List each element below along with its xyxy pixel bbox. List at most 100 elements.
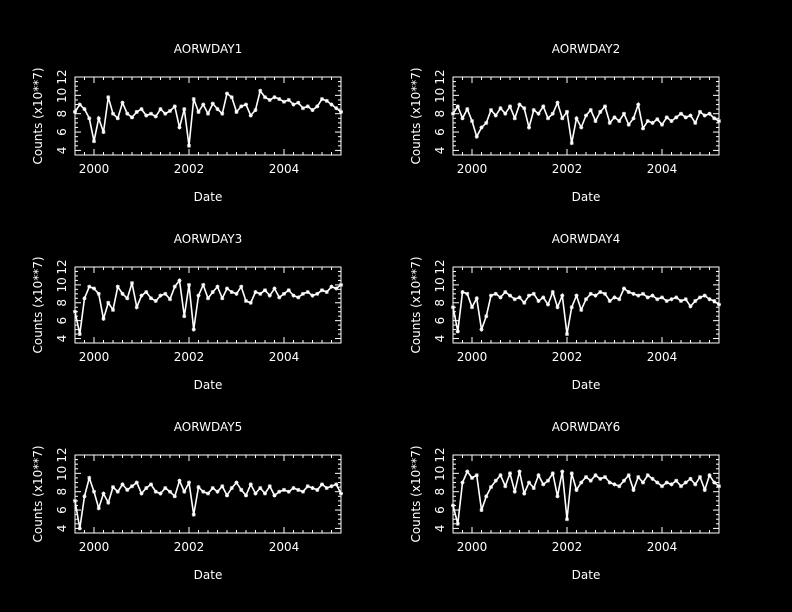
data-point [144,113,149,118]
data-point [310,486,315,491]
data-point [536,298,541,303]
data-point [598,476,603,481]
data-point [130,115,134,120]
data-point [339,109,343,114]
data-point [617,484,622,489]
data-point [698,295,702,300]
y-tick-label: 4 [55,335,69,343]
data-point [645,473,650,478]
data-point [574,116,579,121]
data-point [263,491,267,496]
data-point [579,307,584,312]
data-point [206,491,210,496]
data-point [508,293,512,298]
y-tick-label: 4 [433,147,447,155]
data-point [579,125,584,130]
data-point [234,291,239,296]
data-point [334,106,339,111]
data-point [82,494,87,499]
data-point [106,300,111,305]
x-tick-label: 2004 [647,540,678,554]
data-point [550,111,555,116]
data-point [215,284,220,289]
data-point [702,113,707,118]
data-point [712,480,717,485]
data-point [248,113,253,118]
data-point [277,97,282,102]
y-tick-label: 10 [55,88,69,103]
data-point [688,304,693,309]
data-point [588,108,593,113]
data-point [593,473,598,478]
data-point [115,116,120,121]
data-point [645,295,650,300]
y-tick-label: 10 [433,88,447,103]
data-point [536,111,541,116]
data-point [655,480,660,485]
y-tick-label: 6 [433,128,447,136]
data-point [258,486,263,491]
data-point [234,109,239,114]
x-tick-label: 2002 [552,350,583,364]
data-point [134,305,139,310]
chart-title: AORWDAY2 [552,42,620,56]
data-point [465,107,470,112]
data-point [220,296,225,301]
data-point [455,329,460,334]
data-point [451,111,455,116]
data-point [560,469,565,474]
data-point [660,122,664,127]
x-tick-label: 2002 [174,540,205,554]
data-point [315,291,320,296]
x-axis-label: Date [572,190,601,204]
data-point [120,100,125,105]
data-point [603,104,607,109]
data-point [565,109,569,114]
y-tick-label: 8 [55,299,69,307]
data-point [603,475,607,480]
series-line [452,100,720,144]
data-point [717,119,721,124]
panel-4: AORWDAY4 Date Counts (x10**7) 2000 2002 2004 4… [409,232,721,392]
data-point [258,88,263,93]
data-point [87,475,92,480]
data-point [172,284,177,289]
data-point [479,125,484,130]
data-point [130,484,134,489]
data-point [626,290,631,295]
y-axis-label: Counts (x10**7) [409,445,423,542]
data-point [149,296,153,301]
data-point [191,97,196,102]
data-point [603,291,607,296]
data-point [527,293,531,298]
data-point [517,469,522,474]
data-point [320,482,324,487]
data-point [229,95,234,100]
x-tick-label: 2004 [269,540,300,554]
data-point [144,290,149,295]
data-point [272,286,277,291]
data-point [517,295,522,300]
data-point [574,293,579,298]
data-point [707,297,712,302]
data-point [569,305,574,310]
data-point [291,102,296,107]
data-point [546,478,550,483]
data-point [96,116,101,121]
data-point [617,119,622,124]
data-point [182,314,187,319]
data-point [484,494,489,499]
data-point [560,293,565,298]
data-point [655,297,660,302]
x-tick-label: 2000 [457,350,488,364]
data-point [196,485,201,490]
data-point [707,111,712,116]
data-point [120,291,125,296]
data-point [225,286,229,291]
data-point [296,100,301,105]
data-point [669,482,674,487]
data-point [324,98,329,103]
data-point [258,291,263,296]
data-point [674,478,679,483]
data-point [631,487,636,492]
